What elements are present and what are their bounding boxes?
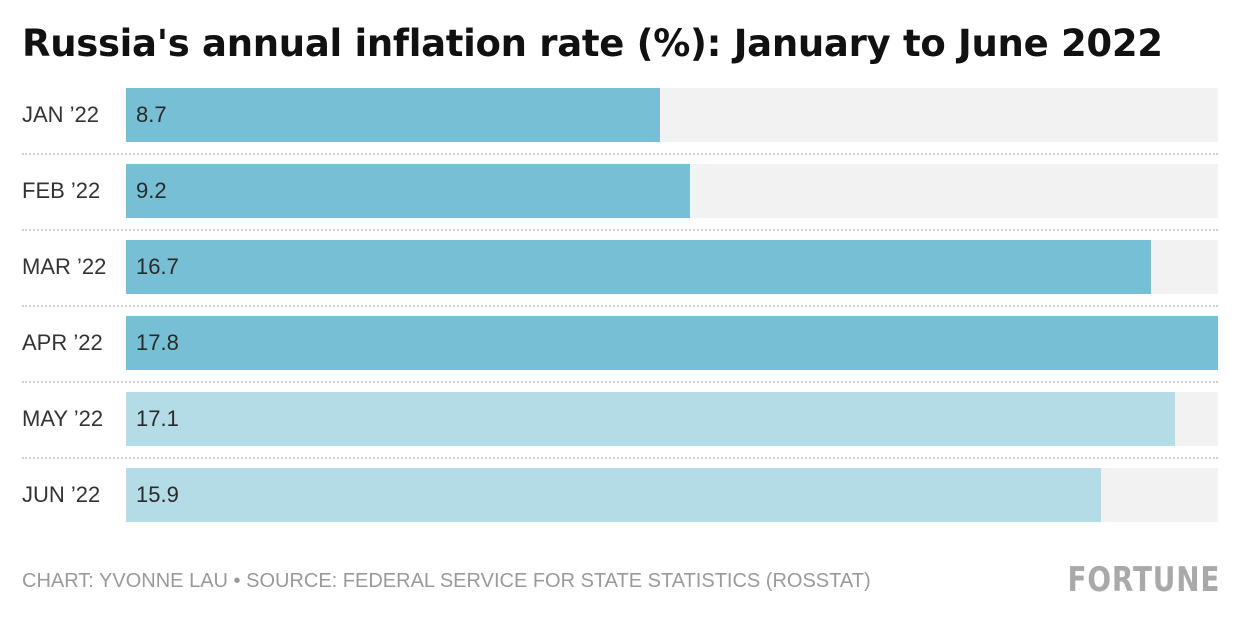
chart-title: Russia's annual inflation rate (%): Janu… bbox=[22, 22, 1163, 65]
bar bbox=[126, 468, 1101, 522]
row-divider bbox=[22, 153, 1218, 155]
bar bbox=[126, 88, 660, 142]
category-label: MAY ’22 bbox=[22, 406, 104, 431]
category-label: MAR ’22 bbox=[22, 254, 107, 279]
bar-value-label: 17.8 bbox=[136, 330, 179, 355]
bar-value-label: 16.7 bbox=[136, 254, 179, 279]
bar bbox=[126, 240, 1151, 294]
bar bbox=[126, 392, 1175, 446]
row-divider bbox=[22, 229, 1218, 231]
bar-value-label: 8.7 bbox=[136, 102, 167, 127]
source-credit: CHART: YVONNE LAU • SOURCE: FEDERAL SERV… bbox=[22, 570, 871, 592]
bar-value-label: 15.9 bbox=[136, 482, 179, 507]
category-label: JUN ’22 bbox=[22, 482, 101, 507]
bar-value-label: 9.2 bbox=[136, 178, 167, 203]
row-divider bbox=[22, 305, 1218, 307]
fortune-logo: FORTUNE bbox=[1067, 560, 1220, 600]
bar bbox=[126, 316, 1218, 370]
bar bbox=[126, 164, 690, 218]
category-label: APR ’22 bbox=[22, 330, 103, 355]
category-label: FEB ’22 bbox=[22, 178, 101, 203]
row-divider bbox=[22, 381, 1218, 383]
category-label: JAN ’22 bbox=[22, 102, 100, 127]
row-divider bbox=[22, 457, 1218, 459]
bar-value-label: 17.1 bbox=[136, 406, 179, 431]
